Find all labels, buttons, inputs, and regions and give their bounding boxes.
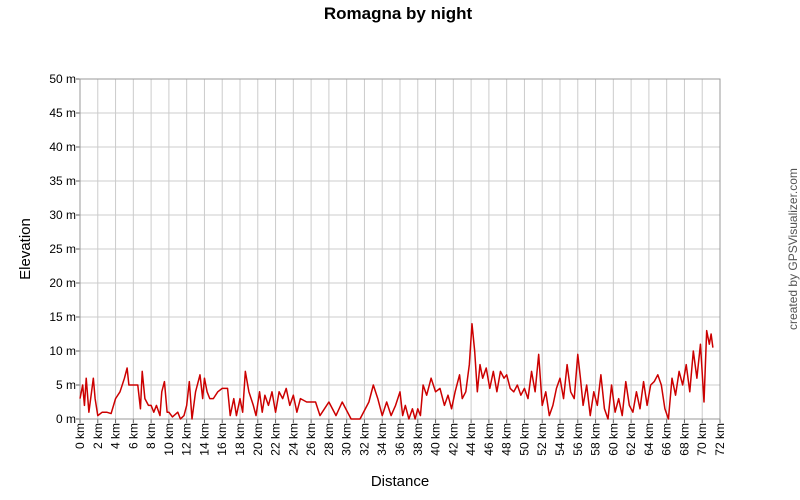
y-tick-label: 30 m	[49, 208, 76, 222]
y-tick-label: 5 m	[56, 378, 76, 392]
x-tick-label: 42 km	[446, 423, 460, 456]
x-tick-label: 16 km	[215, 423, 229, 456]
x-tick-label: 46 km	[482, 423, 496, 456]
x-tick-label: 54 km	[553, 423, 567, 456]
elevation-line	[79, 323, 714, 420]
y-tick-label: 45 m	[49, 106, 76, 120]
x-axis-label: Distance	[371, 473, 429, 490]
x-tick-label: 48 km	[500, 423, 514, 456]
x-tick-label: 36 km	[393, 423, 407, 456]
x-tick-label: 72 km	[713, 423, 727, 456]
x-tick-label: 70 km	[695, 423, 709, 456]
x-tick-label: 40 km	[429, 423, 443, 456]
plot-border	[79, 78, 721, 420]
x-tick-label: 64 km	[642, 423, 656, 456]
x-tick-label: 52 km	[535, 423, 549, 456]
x-tick-label: 56 km	[571, 423, 585, 456]
x-tick-label: 18 km	[233, 423, 247, 456]
x-tick-label: 2 km	[91, 423, 105, 449]
y-tick-label: 15 m	[49, 310, 76, 324]
x-tick-label: 6 km	[126, 423, 140, 449]
x-tick-label: 32 km	[357, 423, 371, 456]
x-tick-label: 28 km	[322, 423, 336, 456]
x-tick-label: 8 km	[144, 423, 158, 449]
x-tick-label: 20 km	[251, 423, 265, 456]
x-tick-label: 38 km	[411, 423, 425, 456]
x-tick-label: 30 km	[340, 423, 354, 456]
y-tick-label: 35 m	[49, 174, 76, 188]
x-tick-label: 26 km	[304, 423, 318, 456]
y-tick-label: 20 m	[49, 276, 76, 290]
x-tick-label: 0 km	[73, 423, 87, 449]
x-tick-label: 50 km	[517, 423, 531, 456]
x-tick-label: 14 km	[197, 423, 211, 456]
x-tick-label: 12 km	[180, 423, 194, 456]
y-axis-label: Elevation	[17, 218, 34, 280]
x-tick-label: 34 km	[375, 423, 389, 456]
x-tick-label: 44 km	[464, 423, 478, 456]
x-tick-label: 10 km	[162, 423, 176, 456]
x-tick-label: 68 km	[677, 423, 691, 456]
credit: created by GPSVisualizer.com	[786, 168, 800, 330]
y-tick-label: 25 m	[49, 242, 76, 256]
y-tick-label: 0 m	[56, 412, 76, 426]
y-tick-label: 50 m	[49, 72, 76, 86]
x-tick-label: 66 km	[660, 423, 674, 456]
x-tick-label: 24 km	[286, 423, 300, 456]
x-tick-label: 60 km	[606, 423, 620, 456]
x-tick-label: 22 km	[269, 423, 283, 456]
x-tick-label: 62 km	[624, 423, 638, 456]
x-tick-label: 4 km	[109, 423, 123, 449]
y-tick-label: 40 m	[49, 140, 76, 154]
chart-title: Romagna by night	[324, 4, 473, 23]
y-tick-label: 10 m	[49, 344, 76, 358]
x-tick-label: 58 km	[589, 423, 603, 456]
